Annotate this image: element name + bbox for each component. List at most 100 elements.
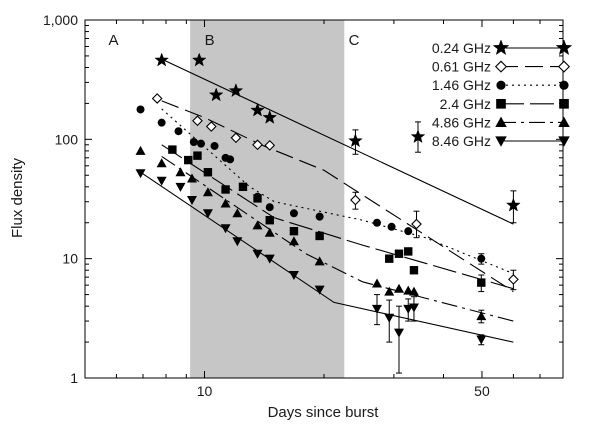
data-point xyxy=(265,216,274,225)
data-point xyxy=(314,256,325,266)
data-point xyxy=(288,236,299,246)
legend-marker xyxy=(495,116,507,127)
legend-marker xyxy=(492,39,510,56)
data-point xyxy=(226,155,235,164)
data-point xyxy=(506,197,521,212)
data-point xyxy=(174,127,183,136)
data-point xyxy=(252,249,263,259)
data-point xyxy=(205,121,217,132)
data-point xyxy=(193,151,202,160)
data-point xyxy=(315,231,324,241)
data-point xyxy=(208,87,224,102)
region-labels: A B C xyxy=(109,32,360,49)
data-point xyxy=(372,304,383,314)
legend-marker xyxy=(555,39,573,56)
fit-line xyxy=(161,100,514,293)
legend-marker xyxy=(557,60,571,73)
data-point xyxy=(404,227,413,236)
y-tick-label: 1 xyxy=(70,370,78,386)
legend-marker xyxy=(559,80,569,90)
data-point xyxy=(348,133,363,148)
data-point xyxy=(408,286,419,296)
x-tick-label: 10 xyxy=(197,383,213,399)
data-point xyxy=(221,185,230,194)
legend-marker xyxy=(496,80,506,90)
region-label: B xyxy=(205,32,215,49)
data-point xyxy=(372,278,383,288)
data-point xyxy=(384,313,395,323)
data-point xyxy=(477,254,486,263)
data-point xyxy=(350,194,361,206)
data-point xyxy=(250,102,265,117)
data-point xyxy=(394,249,404,258)
data-point xyxy=(404,247,413,256)
data-point xyxy=(168,145,177,154)
data-point xyxy=(154,52,169,67)
y-tick-label: 10 xyxy=(62,251,78,267)
fit-line xyxy=(161,155,514,322)
data-point xyxy=(157,118,166,127)
data-point xyxy=(210,141,219,150)
y-tick-label: 1,000 xyxy=(43,12,78,28)
data-points xyxy=(135,52,521,345)
data-point xyxy=(238,182,248,192)
legend-label: 4.86 GHz xyxy=(432,114,491,130)
data-point xyxy=(156,158,167,168)
y-tick-label: 100 xyxy=(55,131,79,147)
fit-lines xyxy=(140,58,514,343)
data-point xyxy=(202,187,213,197)
legend: 0.24 GHz 0.61 GHz 1.46 GHz 2.4 GHz 4.86 GHz 8… xyxy=(432,39,573,149)
data-point xyxy=(409,266,419,275)
legend-marker xyxy=(559,98,569,109)
data-point xyxy=(476,311,487,321)
fit-line xyxy=(161,58,514,225)
data-point xyxy=(151,93,163,104)
legend-marker xyxy=(494,60,508,73)
data-point xyxy=(252,139,263,151)
y-axis-label: Flux density xyxy=(9,157,26,238)
data-point xyxy=(264,227,275,237)
legend-marker xyxy=(495,136,507,147)
shaded-region-b xyxy=(190,20,345,378)
x-tick-label: 50 xyxy=(474,383,490,399)
data-point xyxy=(393,328,404,338)
legend-marker xyxy=(496,98,506,109)
data-point xyxy=(156,176,167,186)
fit-line xyxy=(140,171,514,343)
data-point xyxy=(220,198,231,208)
data-point xyxy=(252,220,263,230)
legend-label: 0.24 GHz xyxy=(432,40,491,56)
data-point xyxy=(175,182,186,192)
data-point xyxy=(230,132,242,144)
legend-label: 2.4 GHz xyxy=(440,96,491,112)
data-point xyxy=(135,169,146,179)
data-point xyxy=(262,109,278,124)
region-label: A xyxy=(109,32,119,49)
fit-line xyxy=(161,108,514,275)
data-point xyxy=(135,145,146,155)
data-point xyxy=(403,285,414,295)
data-point xyxy=(411,218,422,230)
data-point xyxy=(373,218,382,227)
data-point xyxy=(189,137,198,146)
data-point xyxy=(264,139,276,151)
data-point xyxy=(384,286,395,296)
data-point xyxy=(232,237,243,247)
data-point xyxy=(393,283,404,293)
legend-label: 0.61 GHz xyxy=(432,59,491,75)
data-point xyxy=(186,196,197,206)
data-point xyxy=(220,224,231,234)
fit-line xyxy=(161,144,514,290)
data-point xyxy=(253,194,262,203)
data-point xyxy=(197,139,206,148)
data-point xyxy=(175,167,186,177)
x-axis-label: Days since burst xyxy=(268,404,380,421)
data-point xyxy=(289,226,299,236)
data-point xyxy=(315,212,324,221)
data-point xyxy=(385,254,394,263)
data-point xyxy=(288,270,299,280)
data-point xyxy=(136,105,145,114)
data-point xyxy=(508,274,519,285)
data-point xyxy=(265,203,274,212)
